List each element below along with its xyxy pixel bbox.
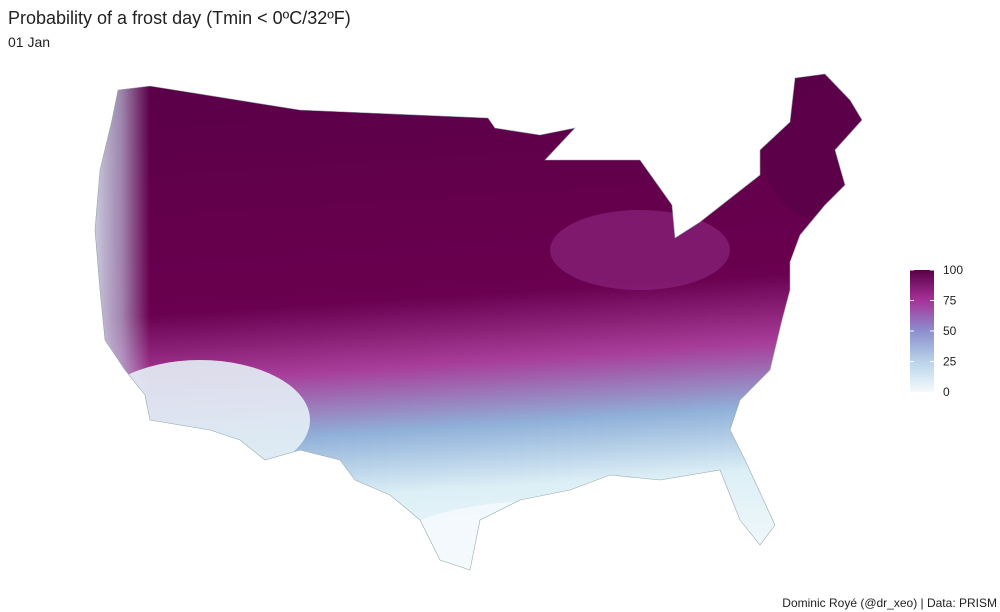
legend-tick-label: 50 [943, 324, 957, 338]
legend-tick-label: 75 [943, 294, 957, 308]
legend-tick-label: 25 [943, 355, 957, 369]
legend-tick-label: 0 [943, 385, 950, 399]
us-outline [94, 73, 863, 571]
frost-map [95, 74, 862, 570]
subtitle: 01 Jan [8, 34, 50, 50]
legend: 0 25 50 75 100 [910, 263, 963, 399]
title: Probability of a frost day (Tmin < 0ºC/3… [8, 8, 351, 28]
legend-tick-label: 100 [943, 263, 963, 277]
caption: Dominic Royé (@dr_xeo) | Data: PRISM [782, 596, 997, 610]
